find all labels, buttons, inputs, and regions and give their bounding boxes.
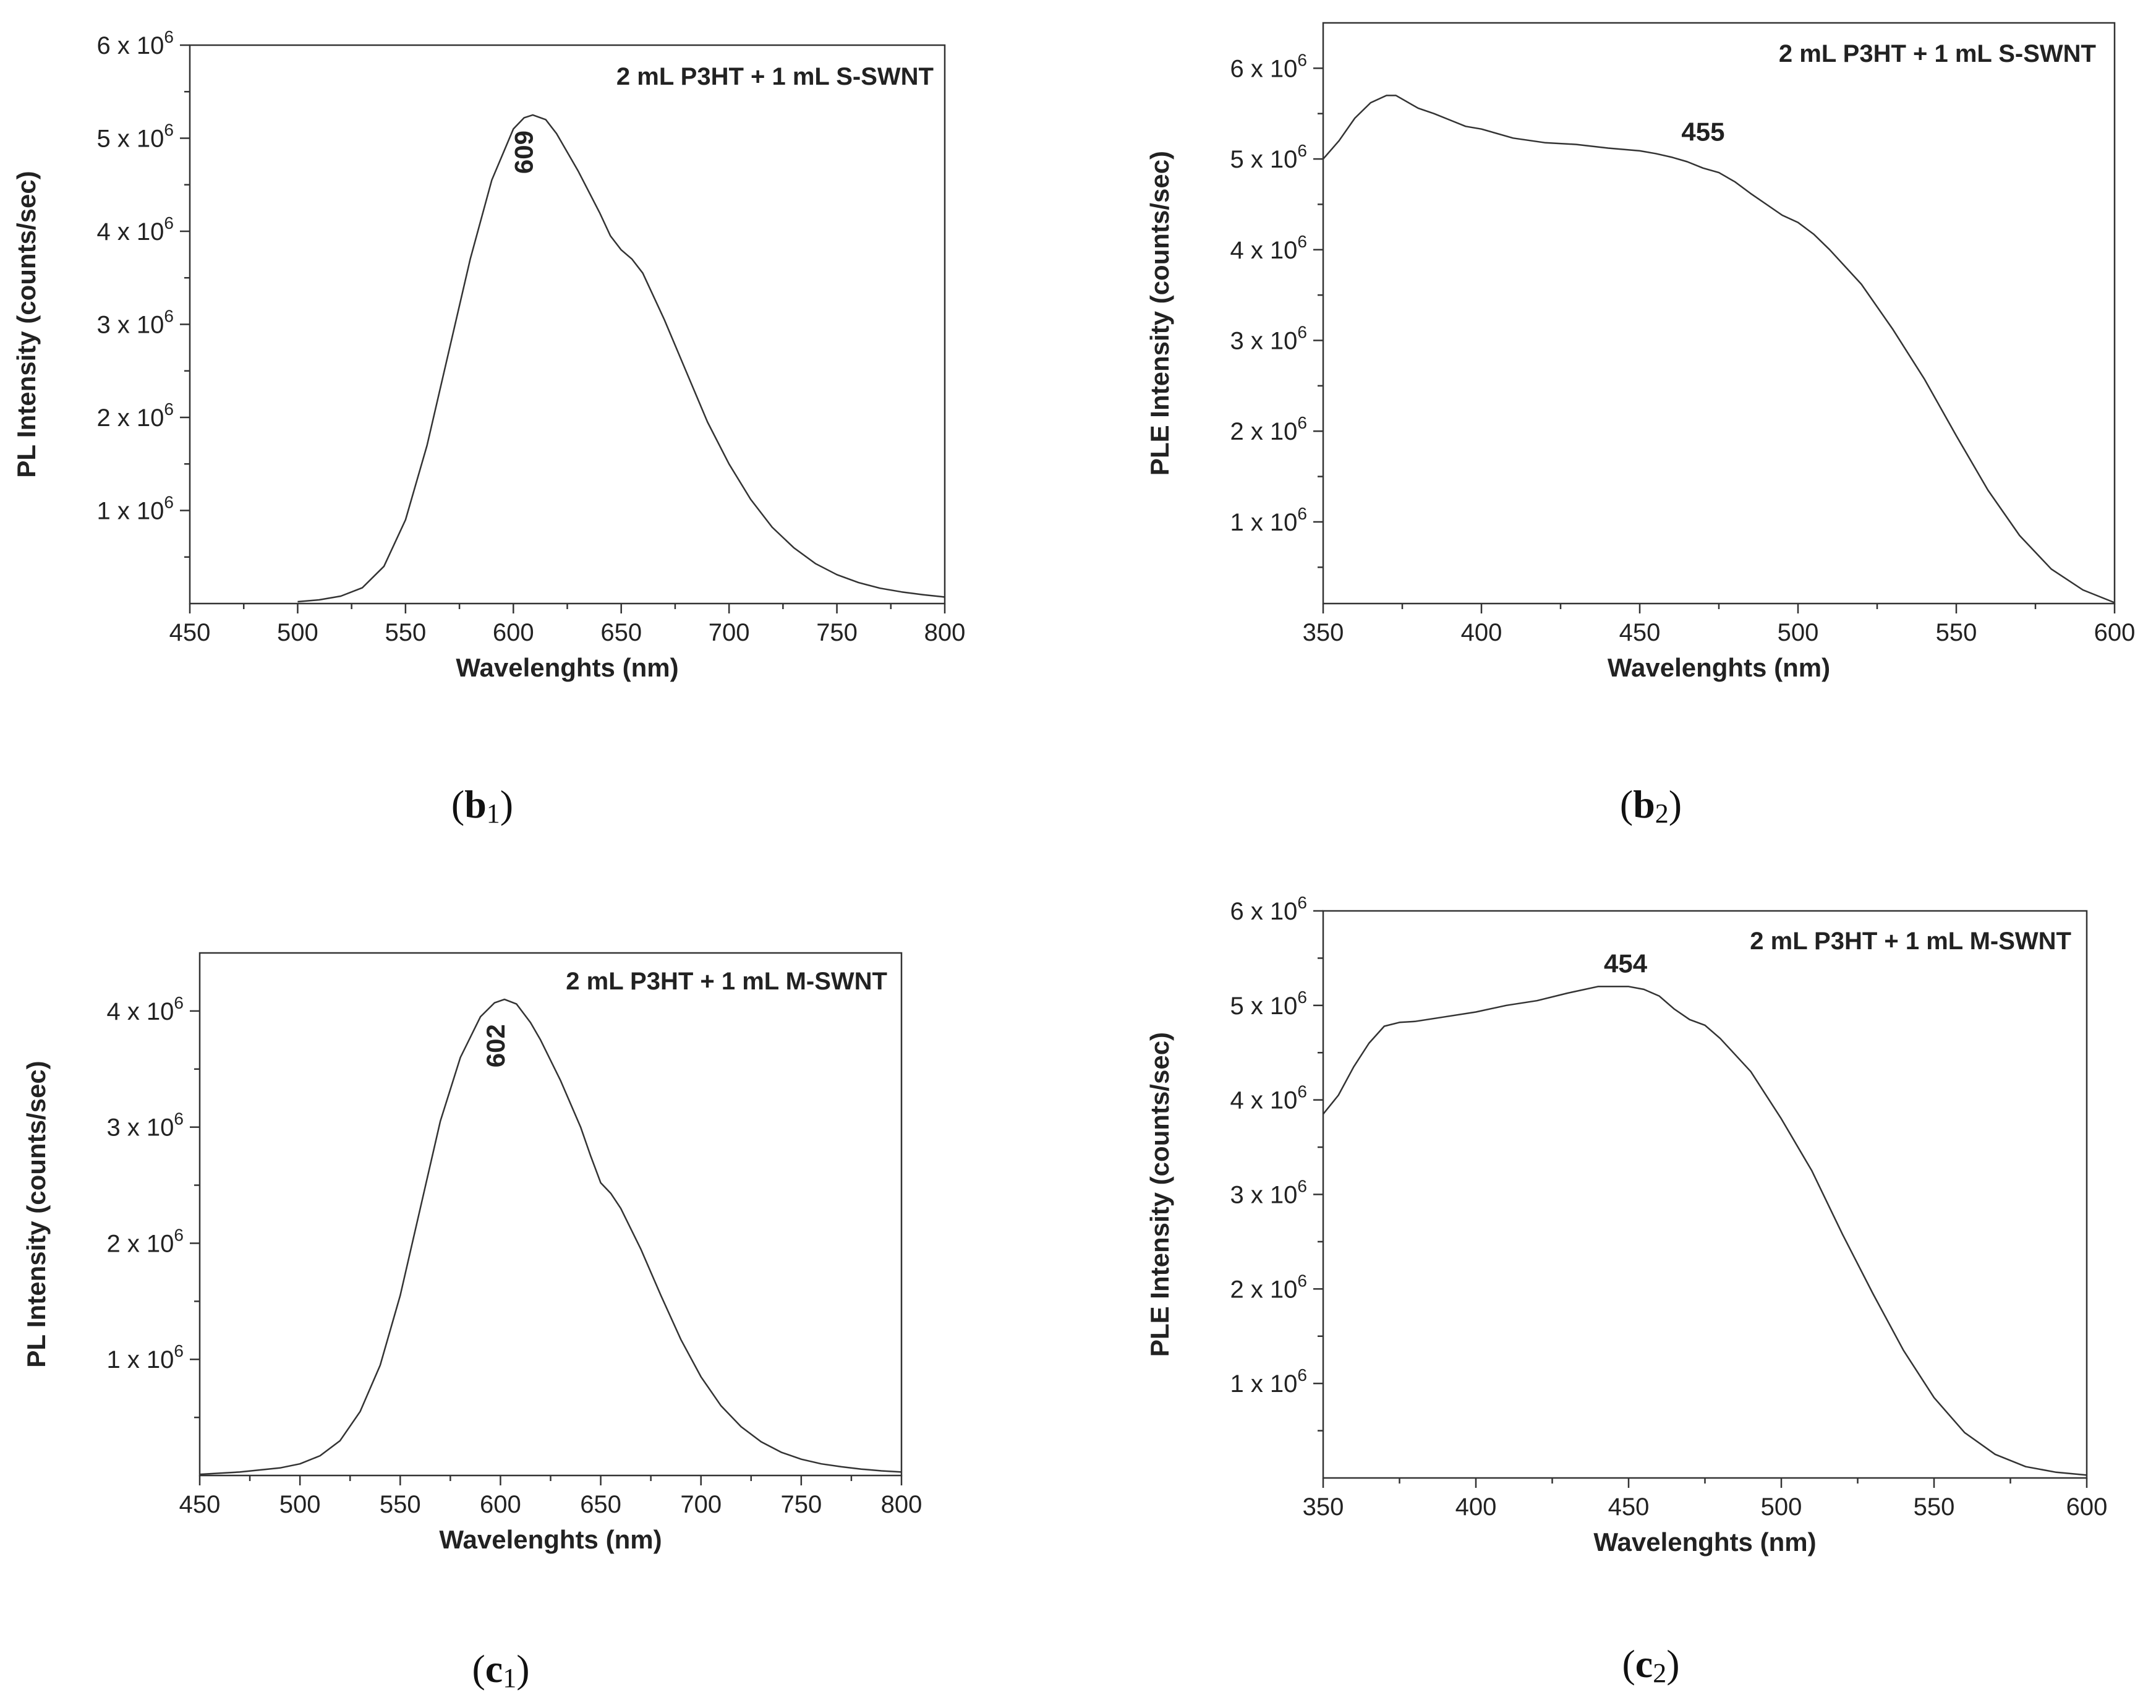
y-tick-label: 1 x 106 bbox=[1230, 504, 1307, 536]
peak-annotation: 602 bbox=[481, 1024, 510, 1067]
x-tick-label: 600 bbox=[480, 1491, 521, 1518]
y-tick-label: 2 x 106 bbox=[1230, 1271, 1307, 1303]
x-tick-label: 800 bbox=[881, 1491, 922, 1518]
y-tick-label: 1 x 106 bbox=[96, 493, 174, 525]
y-tick-label: 1 x 106 bbox=[1230, 1365, 1307, 1398]
legend-label: 2 mL P3HT + 1 mL M-SWNT bbox=[566, 968, 887, 995]
y-tick-label: 4 x 106 bbox=[1230, 1082, 1307, 1114]
y-tick-label: 1 x 106 bbox=[106, 1341, 184, 1373]
y-tick-label: 6 x 106 bbox=[1230, 50, 1307, 82]
panel-c1: 450 500 550 600 650 700 750 800 1 x 106 2 x 106 3 … bbox=[22, 952, 922, 1693]
legend-label: 2 mL P3HT + 1 mL S-SWNT bbox=[1779, 40, 2096, 67]
panel-label: (c1) bbox=[472, 1647, 529, 1693]
x-tick-label: 750 bbox=[816, 619, 858, 646]
panel-label: (b1) bbox=[451, 782, 513, 829]
y-tick-label: 2 x 106 bbox=[96, 399, 174, 432]
legend-label: 2 mL P3HT + 1 mL M-SWNT bbox=[1750, 928, 2071, 955]
x-tick-label: 450 bbox=[179, 1491, 221, 1518]
x-tick-label: 500 bbox=[1761, 1493, 1802, 1521]
x-tick-label: 600 bbox=[2094, 619, 2136, 646]
y-axis-title: PLE Intensity (counts/sec) bbox=[1145, 1032, 1174, 1357]
x-tick-label: 650 bbox=[600, 619, 642, 646]
y-tick-label: 6 x 106 bbox=[96, 27, 174, 59]
peak-annotation: 455 bbox=[1681, 117, 1724, 147]
y-tick-label: 3 x 106 bbox=[1230, 323, 1307, 355]
x-tick-label: 700 bbox=[709, 619, 750, 646]
y-tick-label: 4 x 106 bbox=[106, 993, 184, 1025]
x-axis-title: Wavelenghts (nm) bbox=[439, 1525, 662, 1554]
x-tick-label: 550 bbox=[1914, 1493, 1955, 1521]
panel-b2: 350 400 450 500 550 600 1 x 106 2 x 106 3 x 106 4… bbox=[1145, 22, 2136, 829]
x-tick-label: 500 bbox=[277, 619, 318, 646]
y-axis-title: PL Intensity (counts/sec) bbox=[12, 171, 41, 477]
x-tick-label: 750 bbox=[780, 1491, 822, 1518]
x-axis-title: Wavelenghts (nm) bbox=[1593, 1527, 1816, 1556]
x-axis-title: Wavelenghts (nm) bbox=[456, 653, 678, 682]
x-tick-label: 550 bbox=[385, 619, 426, 646]
x-tick-label: 500 bbox=[279, 1491, 321, 1518]
x-axis-title: Wavelenghts (nm) bbox=[1608, 653, 1830, 682]
x-tick-label: 450 bbox=[1608, 1493, 1650, 1521]
x-tick-label: 400 bbox=[1461, 619, 1502, 646]
series-line bbox=[199, 998, 902, 1475]
x-tick-label: 350 bbox=[1303, 619, 1344, 646]
x-tick-label: 600 bbox=[2066, 1493, 2108, 1521]
x-tick-label: 550 bbox=[1936, 619, 1977, 646]
y-tick-label: 4 x 106 bbox=[1230, 232, 1307, 264]
y-axis-title: PL Intensity (counts/sec) bbox=[22, 1061, 51, 1367]
panel-c2: 350 400 450 500 550 600 1 x 106 2 x 106 3 x 106 4… bbox=[1145, 893, 2107, 1688]
y-tick-label: 5 x 106 bbox=[96, 121, 174, 153]
x-tick-label: 450 bbox=[169, 619, 211, 646]
panel-b1: 450 500 550 600 650 700 750 800 1 x 106 2 x 106 3 … bbox=[12, 27, 965, 829]
series-line bbox=[1323, 95, 2115, 604]
y-tick-label: 3 x 106 bbox=[96, 307, 174, 339]
y-axis-title: PLE Intensity (counts/sec) bbox=[1145, 151, 1174, 476]
peak-annotation: 609 bbox=[509, 130, 539, 174]
x-tick-label: 500 bbox=[1778, 619, 1819, 646]
x-tick-label: 650 bbox=[580, 1491, 621, 1518]
series-line bbox=[1323, 986, 2087, 1476]
y-tick-label: 5 x 106 bbox=[1230, 141, 1307, 173]
y-tick-label: 3 x 106 bbox=[1230, 1177, 1307, 1209]
x-tick-label: 800 bbox=[924, 619, 966, 646]
x-tick-label: 700 bbox=[680, 1491, 722, 1518]
x-tick-label: 400 bbox=[1455, 1493, 1497, 1521]
y-tick-label: 6 x 106 bbox=[1230, 893, 1307, 925]
x-tick-label: 600 bbox=[493, 619, 534, 646]
x-tick-label: 550 bbox=[380, 1491, 421, 1518]
panel-label: (b2) bbox=[1620, 782, 1682, 829]
y-tick-label: 4 x 106 bbox=[96, 213, 174, 246]
panel-label: (c2) bbox=[1622, 1642, 1679, 1688]
x-tick-label: 350 bbox=[1303, 1493, 1344, 1521]
y-tick-label: 2 x 106 bbox=[106, 1225, 184, 1257]
legend-label: 2 mL P3HT + 1 mL S-SWNT bbox=[616, 63, 934, 90]
series-line bbox=[297, 114, 945, 603]
x-tick-label: 450 bbox=[1619, 619, 1661, 646]
peak-annotation: 454 bbox=[1604, 949, 1648, 978]
y-tick-label: 3 x 106 bbox=[106, 1109, 184, 1142]
y-tick-label: 5 x 106 bbox=[1230, 988, 1307, 1020]
y-tick-label: 2 x 106 bbox=[1230, 413, 1307, 445]
